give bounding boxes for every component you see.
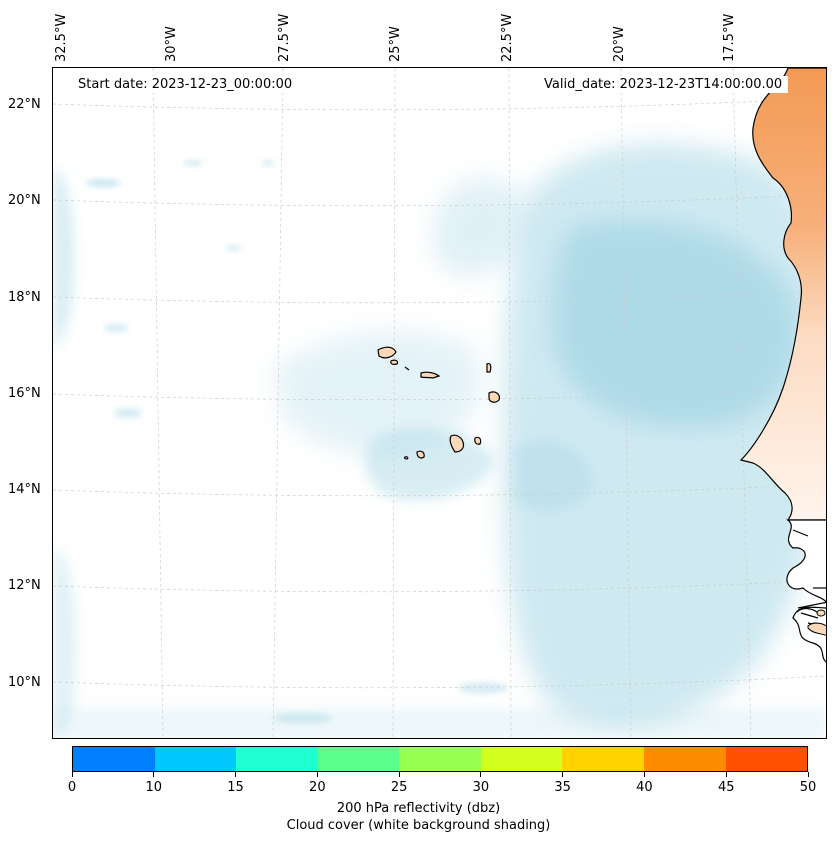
colorbar-segment	[399, 747, 481, 771]
colorbar-tick-label: 45	[717, 780, 735, 795]
africa-coastline	[739, 68, 826, 663]
lat-label: 16°N	[8, 386, 41, 401]
colorbar-tick	[807, 772, 809, 777]
lat-label: 20°N	[8, 193, 41, 208]
colorbar-tick	[71, 772, 73, 777]
map-gridlines	[53, 68, 826, 738]
lon-label: 17.5°W	[722, 13, 737, 62]
colorbar-tick	[235, 772, 237, 777]
colorbar-tick-label: 50	[799, 780, 817, 795]
colorbar-tick-label: 30	[472, 780, 490, 795]
colorbar-tick-label: 40	[636, 780, 653, 795]
colorbar-title: 200 hPa reflectivity (dbz)	[336, 801, 501, 816]
valid-date-label: Valid_date: 2023-12-23T14:00:00.00	[538, 76, 789, 93]
start-date-label: Start date: 2023-12-23_00:00:00	[72, 76, 299, 93]
lon-label: 30°W	[164, 26, 179, 62]
colorbar	[72, 746, 808, 772]
lat-label: 10°N	[8, 675, 41, 690]
lat-label: 12°N	[8, 578, 41, 593]
lat-label: 18°N	[8, 290, 41, 305]
colorbar-tick-label: 25	[390, 780, 408, 795]
lon-label: 25°W	[388, 26, 403, 62]
colorbar-segment	[73, 747, 155, 771]
colorbar-tick-label: 15	[227, 780, 244, 795]
lat-label: 22°N	[8, 97, 41, 112]
lon-label: 27.5°W	[277, 13, 292, 62]
colorbar-tick-label: 35	[554, 780, 571, 795]
colorbar-tick	[725, 772, 727, 777]
lon-label: 20°W	[612, 26, 627, 62]
colorbar-segment	[643, 747, 726, 771]
lon-label: 32.5°W	[54, 13, 69, 62]
colorbar-tick	[643, 772, 645, 777]
colorbar-tick-label: 20	[309, 780, 326, 795]
colorbar-tick	[562, 772, 564, 777]
colorbar-segment	[480, 747, 563, 771]
colorbar-tick	[398, 772, 400, 777]
colorbar-tick	[316, 772, 318, 777]
colorbar-tick-label: 0	[67, 780, 77, 795]
lon-label: 22.5°W	[500, 13, 515, 62]
colorbar-segment	[236, 747, 318, 771]
cloud-cover-shading	[53, 143, 826, 738]
lat-label: 14°N	[8, 482, 41, 497]
colorbar-segment	[317, 747, 400, 771]
map-panel	[52, 67, 827, 739]
colorbar-segment	[154, 747, 237, 771]
colorbar-segment	[562, 747, 644, 771]
colorbar-tick	[480, 772, 482, 777]
colorbar-segment	[725, 747, 808, 771]
colorbar-subtitle: Cloud cover (white background shading)	[286, 818, 551, 833]
colorbar-tick	[153, 772, 155, 777]
map-canvas	[53, 68, 826, 738]
colorbar-tick-label: 10	[145, 780, 163, 795]
cape-verde-islands	[377, 346, 500, 460]
